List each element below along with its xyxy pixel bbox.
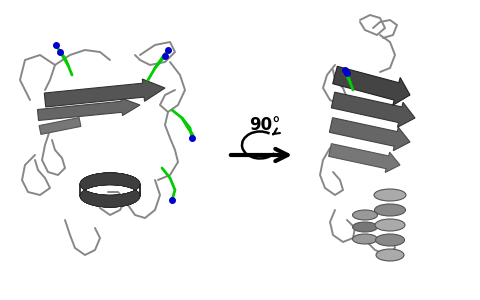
Polygon shape [80, 173, 140, 207]
Polygon shape [39, 118, 81, 134]
Polygon shape [80, 173, 140, 207]
Ellipse shape [375, 234, 405, 246]
Polygon shape [37, 98, 140, 121]
Polygon shape [329, 118, 410, 151]
Polygon shape [331, 92, 415, 127]
Ellipse shape [376, 249, 404, 261]
Polygon shape [80, 173, 140, 207]
Polygon shape [333, 66, 410, 105]
Ellipse shape [374, 189, 406, 201]
Polygon shape [80, 173, 140, 207]
Ellipse shape [374, 204, 406, 216]
Polygon shape [80, 173, 140, 207]
Ellipse shape [352, 210, 377, 220]
Ellipse shape [352, 234, 377, 244]
Polygon shape [80, 173, 140, 207]
Polygon shape [80, 173, 140, 207]
Polygon shape [44, 79, 165, 107]
Ellipse shape [375, 219, 405, 231]
Text: 90°: 90° [249, 116, 281, 134]
Ellipse shape [352, 222, 377, 232]
Polygon shape [329, 144, 400, 172]
